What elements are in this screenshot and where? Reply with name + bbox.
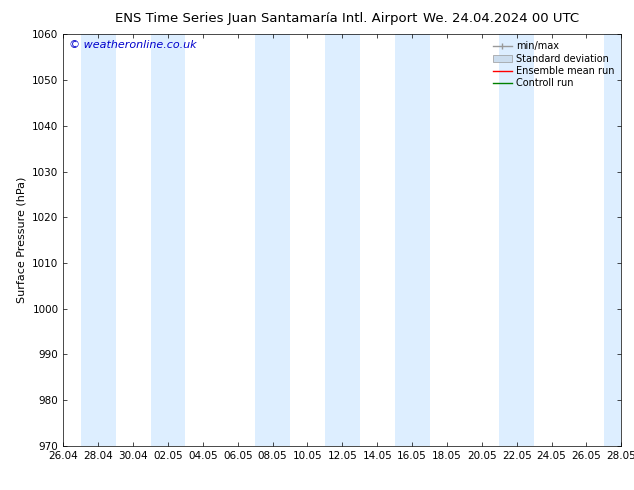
Y-axis label: Surface Pressure (hPa): Surface Pressure (hPa): [16, 177, 27, 303]
Bar: [150, 34, 185, 446]
Text: ENS Time Series Juan Santamaría Intl. Airport: ENS Time Series Juan Santamaría Intl. Ai…: [115, 12, 417, 25]
Bar: [81, 34, 116, 446]
Bar: [325, 34, 359, 446]
Text: We. 24.04.2024 00 UTC: We. 24.04.2024 00 UTC: [423, 12, 579, 25]
Bar: [255, 34, 290, 446]
Bar: [394, 34, 429, 446]
Text: © weatheronline.co.uk: © weatheronline.co.uk: [69, 41, 197, 50]
Bar: [604, 34, 621, 446]
Legend: min/max, Standard deviation, Ensemble mean run, Controll run: min/max, Standard deviation, Ensemble me…: [491, 39, 616, 90]
Bar: [500, 34, 534, 446]
